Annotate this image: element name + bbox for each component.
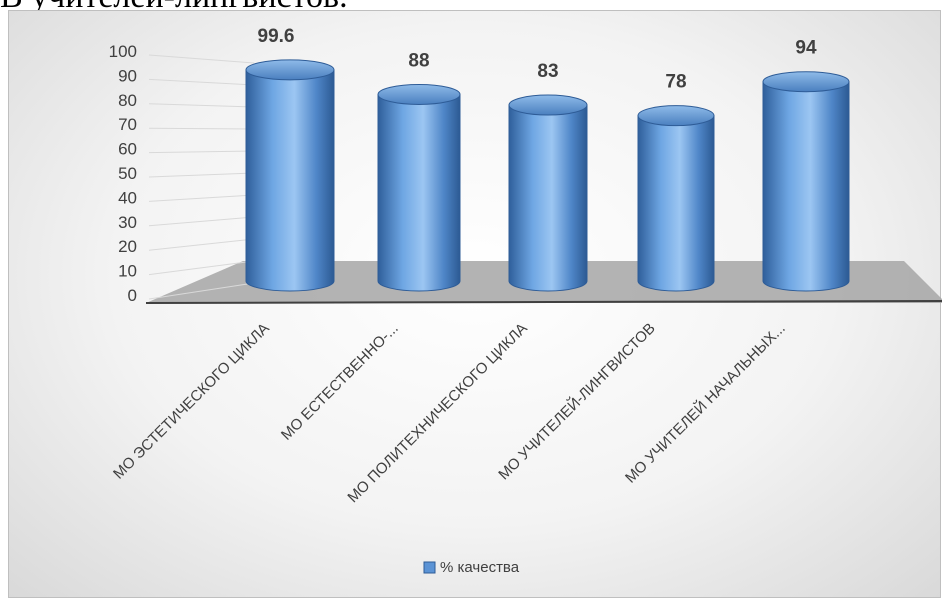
y-tick-label: 90 — [118, 66, 137, 85]
y-axis: 0 10 20 30 40 50 60 70 80 90 100 — [109, 42, 137, 305]
gridline — [148, 172, 255, 178]
gridline — [148, 238, 255, 251]
y-tick-label: 80 — [118, 91, 137, 110]
gridline — [148, 127, 255, 130]
gridline — [148, 54, 255, 64]
data-label: 99.6 — [258, 26, 295, 47]
bars — [245, 59, 850, 292]
bar — [637, 105, 715, 292]
bar-body — [637, 115, 715, 292]
category-label: МО УЧИТЕЛЕЙ НАЧАЛЬНЫХ... — [621, 319, 789, 487]
gridline — [148, 78, 255, 86]
bar — [245, 59, 335, 292]
y-tick-label: 100 — [109, 42, 137, 61]
gridline — [148, 282, 255, 300]
y-tick-label: 70 — [118, 115, 137, 134]
y-tick-label: 0 — [128, 286, 137, 305]
bar — [377, 83, 461, 292]
gridline — [148, 103, 255, 108]
category-label: МО УЧИТЕЛЕЙ-ЛИНГВИСТОВ — [495, 319, 659, 483]
bar-top — [377, 83, 461, 105]
bar-body — [245, 69, 335, 292]
bar-top — [762, 71, 850, 93]
data-label: 83 — [537, 61, 558, 82]
data-labels: 99.6 88 83 78 94 — [258, 26, 817, 93]
y-tick-label: 50 — [118, 164, 137, 183]
legend: % качества — [423, 559, 520, 576]
gridline — [148, 216, 255, 227]
bar-top — [245, 59, 335, 81]
y-tick-label: 20 — [118, 237, 137, 256]
bar-top — [637, 105, 715, 127]
category-label: МО ЭСТЕТИЧЕСКОГО ЦИКЛА — [110, 320, 273, 483]
data-label: 78 — [665, 72, 686, 93]
cylinder-bar-chart: 0 10 20 30 40 50 60 70 80 90 100 99.6 88 83 78 94 МО Э… — [109, 26, 942, 576]
category-labels: МО ЭСТЕТИЧЕСКОГО ЦИКЛА МО ЕСТЕСТВЕННО-...… — [110, 319, 789, 506]
legend-swatch — [423, 561, 436, 574]
data-label: 94 — [795, 38, 817, 59]
legend-label: % качества — [440, 559, 520, 576]
y-tick-label: 60 — [118, 140, 137, 159]
y-tick-label: 30 — [118, 213, 137, 232]
gridlines — [148, 54, 255, 300]
gridline — [148, 150, 255, 154]
bar-body — [508, 104, 588, 292]
x-axis-line — [145, 300, 942, 304]
category-label: МО ЕСТЕСТВЕННО-... — [278, 320, 402, 444]
bar-top — [508, 94, 588, 116]
y-tick-label: 10 — [118, 262, 137, 281]
data-label: 88 — [408, 50, 429, 71]
gridline — [148, 194, 255, 202]
gridline — [148, 260, 255, 276]
chart-frame: 0 10 20 30 40 50 60 70 80 90 100 99.6 88 83 78 94 МО Э… — [8, 10, 942, 598]
bar — [508, 94, 588, 292]
bar-body — [762, 81, 850, 292]
bar-body — [377, 93, 461, 292]
bar — [762, 71, 850, 292]
y-tick-label: 40 — [118, 188, 137, 207]
